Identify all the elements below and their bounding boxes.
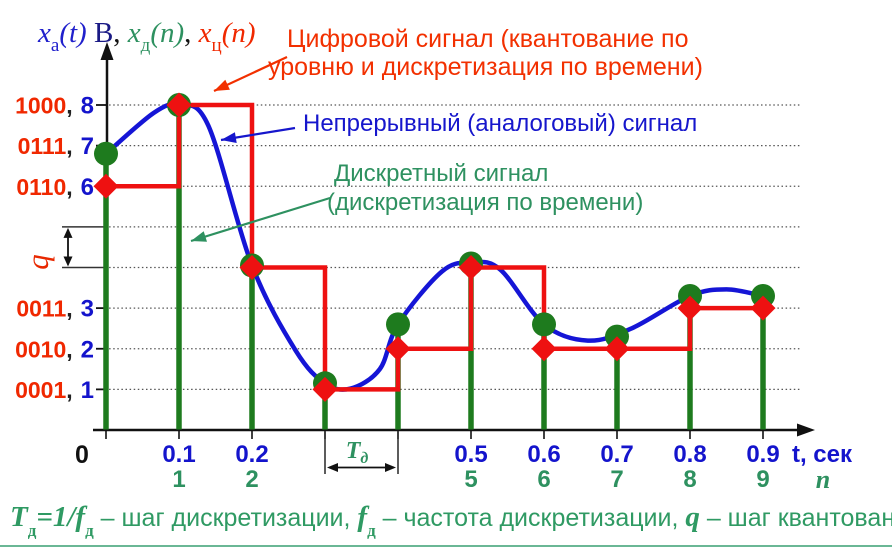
n-tick-label-9: 9: [756, 466, 769, 493]
digital-signal-label: Цифровой сигнал (квантование по уровню и…: [268, 25, 703, 81]
unit-volts: В: [86, 17, 114, 49]
digital-label-arrow-head: [214, 79, 230, 91]
fd-term: fд: [357, 501, 376, 540]
sample-point-circle: [532, 312, 556, 337]
n-tick-label-2: 2: [245, 466, 258, 493]
discrete-label-arrow-head: [191, 231, 207, 242]
digital-signal-label-line2: уровню и дискретизация по времени): [268, 53, 703, 81]
definitions-formula: Tд=1/fд – шаг дискретизации, fд – частот…: [10, 501, 892, 540]
n-tick-label-8: 8: [683, 466, 696, 493]
y-axis-label-8: 1000, 8: [15, 93, 94, 120]
td-arrow-head-right: [385, 463, 396, 472]
quantized-point-diamond: [750, 295, 776, 321]
digital-var: xц(n): [198, 17, 256, 56]
n-tick-label-6: 6: [537, 466, 550, 493]
time-tick-label-0.6: 0.6: [527, 441, 560, 468]
time-tick-label-0.2: 0.2: [235, 441, 268, 468]
origin-label: 0: [75, 441, 89, 469]
x-axis-arrowhead: [797, 423, 815, 437]
quantized-point-diamond: [93, 173, 119, 199]
q-arrow-head-down: [63, 256, 73, 267]
dash: –: [375, 504, 404, 532]
slide-bottom-divider: [0, 545, 892, 547]
discrete-signal-label: Дискретный сигнал (дискретизация по врем…: [327, 159, 643, 217]
analog-var: xа(t): [38, 17, 87, 56]
quantized-point-diamond: [531, 336, 557, 362]
quantized-point-diamond: [385, 336, 411, 362]
y-axis-arrowhead: [100, 42, 114, 60]
n-tick-label-7: 7: [610, 466, 623, 493]
time-tick-label-0.9: 0.9: [746, 441, 779, 468]
time-tick-label-0.5: 0.5: [454, 441, 487, 468]
quantized-point-diamond: [677, 295, 703, 321]
sample-point-circle: [94, 141, 118, 166]
y-axis-label-1: 0001, 1: [15, 377, 94, 404]
time-tick-label-0.8: 0.8: [673, 441, 706, 468]
n-tick-label-1: 1: [172, 466, 185, 493]
axis-variables-title: xа(t) В, xд(n), xц(n): [38, 17, 256, 56]
sample-point-circle: [386, 312, 410, 337]
analog-label-arrow-head: [221, 132, 237, 143]
q-definition: – шаг квантования: [706, 504, 892, 532]
quantized-point-diamond: [312, 376, 338, 402]
n-tick-label-5: 5: [464, 466, 477, 493]
comma: ,: [113, 17, 128, 49]
time-tick-label-0.1: 0.1: [162, 441, 195, 468]
quantized-point-diamond: [458, 255, 484, 280]
td-arrow-head-left: [327, 463, 338, 472]
y-axis-label-3: 0011, 3: [16, 296, 94, 323]
quantized-point-diamond: [239, 255, 265, 280]
td-definition: – шаг дискретизации,: [93, 504, 358, 532]
td-period-label: Tд: [346, 438, 369, 467]
q-arrow-head-up: [63, 227, 73, 238]
td-term: Tд=1/fд: [10, 501, 94, 540]
digital-signal-label-line1: Цифровой сигнал (квантование по: [287, 25, 689, 53]
y-axis-label-6: 0110, 6: [16, 174, 94, 201]
discrete-signal-label-line2: (дискретизация по времени): [327, 189, 644, 216]
quantized-point-diamond: [604, 336, 630, 362]
time-axis-title: t, сек: [792, 441, 853, 468]
q-step-label: q: [20, 254, 55, 270]
analog-signal-label: Непрерывный (аналоговый) сигнал: [303, 110, 698, 137]
quantized-point-diamond: [166, 92, 192, 118]
n-axis-title: n: [816, 465, 830, 494]
time-tick-label-0.7: 0.7: [600, 441, 633, 468]
discrete-var: xд(n): [127, 17, 185, 56]
discrete-signal-label-line1: Дискретный сигнал: [334, 160, 549, 187]
y-axis-label-2: 0010, 2: [15, 336, 94, 363]
comma: ,: [184, 17, 199, 49]
q-term: q: [685, 501, 700, 533]
y-axis-label-7: 0111, 7: [18, 133, 94, 160]
discrete-label-arrow-line: [190, 196, 331, 243]
fd-definition: частота дискретизации,: [403, 504, 686, 532]
digital-step-signal: [106, 102, 763, 392]
